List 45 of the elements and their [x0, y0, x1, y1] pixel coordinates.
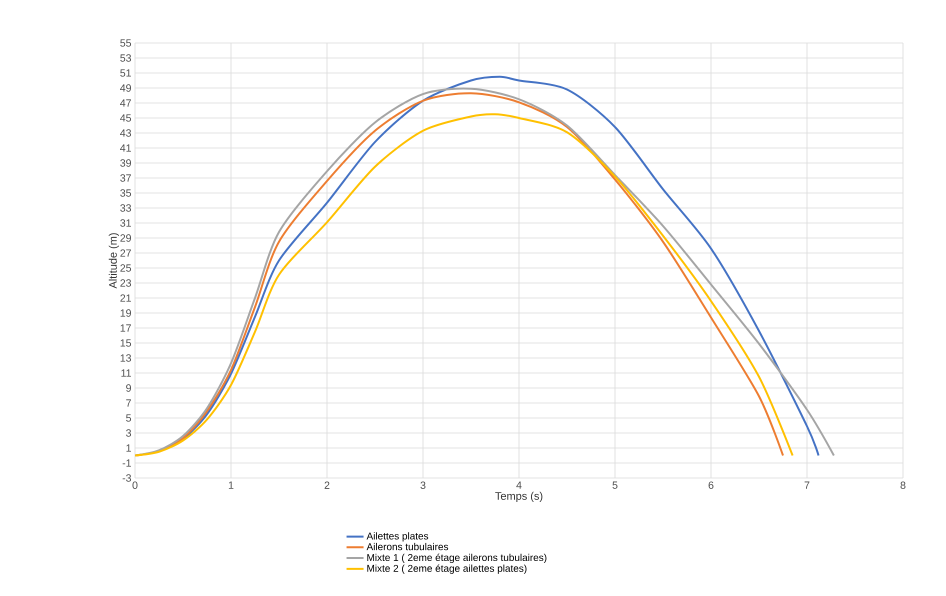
x-tick-label: 8 — [900, 482, 906, 489]
x-tick-label: 3 — [420, 482, 426, 489]
y-tick-label: 39 — [120, 159, 131, 167]
y-tick-label: 53 — [120, 54, 132, 62]
y-tick-label: -1 — [122, 459, 131, 467]
y-tick-label: 37 — [120, 174, 131, 182]
y-tick-label: 11 — [121, 369, 131, 377]
y-tick-label: 15 — [120, 339, 132, 347]
y-tick-label: 35 — [120, 189, 132, 197]
y-tick-label: 19 — [120, 309, 131, 317]
y-axis-title: Altitude (m) — [108, 233, 119, 289]
x-tick-label: 4 — [516, 482, 522, 489]
x-axis-title: Temps (s) — [495, 492, 542, 502]
x-tick-label: 1 — [228, 482, 234, 489]
x-tick-label: 6 — [708, 482, 714, 489]
y-tick-label: 1 — [126, 444, 131, 452]
y-tick-label: 9 — [126, 384, 131, 392]
y-tick-label: -3 — [122, 474, 132, 482]
y-tick-label: 47 — [120, 99, 131, 107]
y-tick-label: 31 — [120, 219, 131, 227]
y-tick-label: 45 — [120, 114, 132, 122]
y-tick-label: 49 — [120, 84, 131, 92]
y-tick-label: 41 — [120, 144, 131, 152]
y-tick-label: 33 — [120, 204, 132, 212]
legend-label: Mixte 1 ( 2eme étage ailerons tubulaires) — [367, 554, 546, 564]
y-tick-label: 5 — [126, 414, 132, 422]
y-tick-label: 7 — [126, 399, 131, 407]
y-tick-label: 17 — [120, 324, 131, 332]
x-tick-label: 7 — [804, 482, 810, 489]
y-tick-label: 23 — [120, 279, 132, 287]
y-tick-label: 25 — [120, 264, 132, 272]
y-tick-label: 29 — [120, 234, 131, 242]
legend-label: Ailettes plates — [366, 532, 428, 542]
y-tick-label: 13 — [120, 354, 132, 362]
y-tick-label: 43 — [120, 129, 132, 137]
x-tick-label: 0 — [132, 482, 138, 489]
y-tick-label: 3 — [126, 429, 132, 437]
y-tick-label: 51 — [120, 69, 131, 77]
y-tick-label: 21 — [120, 294, 131, 302]
y-tick-label: 27 — [120, 249, 131, 257]
legend-label: Ailerons tubulaires — [366, 542, 448, 550]
legend-label: Mixte 2 ( 2eme étage ailettes plates) — [367, 564, 526, 574]
x-tick-label: 5 — [612, 482, 618, 489]
x-tick-label: 2 — [324, 482, 330, 489]
y-tick-label: 55 — [120, 39, 132, 47]
